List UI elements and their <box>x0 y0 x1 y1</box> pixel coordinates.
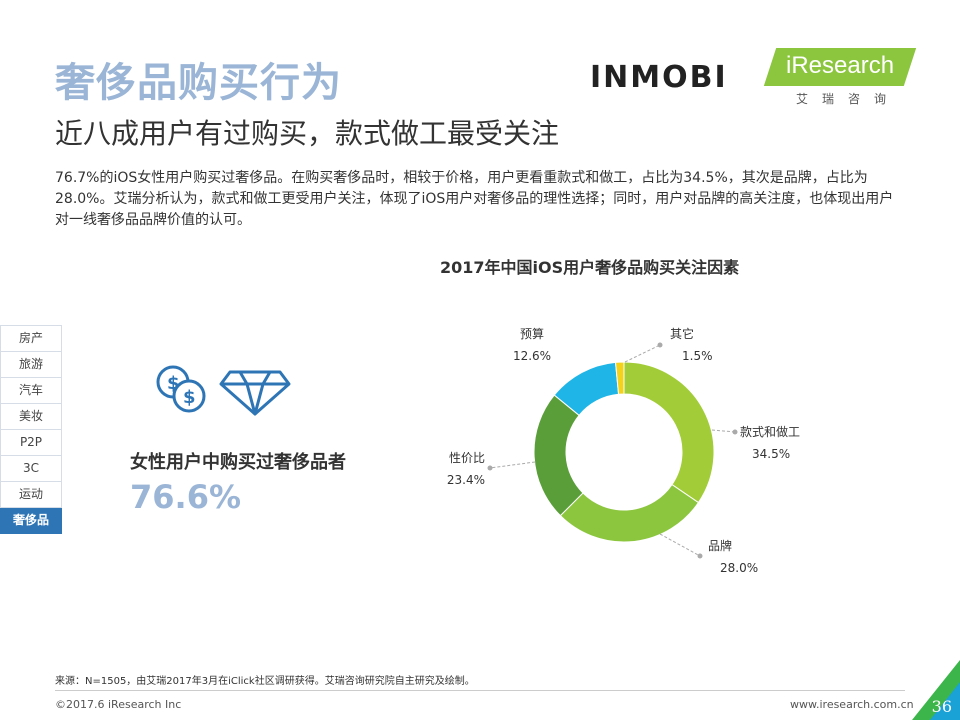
slice-leader-line <box>624 344 661 363</box>
iresearch-logo: iResearch 艾瑞咨询 <box>763 48 917 108</box>
stat-value: 76.6% <box>130 478 242 516</box>
sidebar-item-beauty[interactable]: 美妆 <box>0 404 62 430</box>
sidebar-item-travel[interactable]: 旅游 <box>0 352 62 378</box>
sidebar-item-sports[interactable]: 运动 <box>0 482 62 508</box>
sidebar-item-3c[interactable]: 3C <box>0 456 62 482</box>
slice-value-label: 1.5% <box>682 349 713 363</box>
slice-label: 款式和做工 <box>740 424 800 439</box>
sidebar-item-p2p[interactable]: P2P <box>0 430 62 456</box>
slice-label: 品牌 <box>708 539 732 553</box>
summary-paragraph: 76.7%的iOS女性用户购买过奢侈品。在购买奢侈品时，相较于价格，用户更看重款… <box>55 170 894 228</box>
page-number: 36 <box>931 697 952 716</box>
slice-label: 预算 <box>520 326 544 341</box>
copyright: ©2017.6 iResearch Inc <box>55 698 182 711</box>
page-title: 奢侈品购买行为 <box>55 60 342 106</box>
slice-leader-line <box>489 461 536 469</box>
inmobi-logo: INMOBI <box>590 60 728 95</box>
slice-label: 其它 <box>670 326 694 341</box>
sidebar-item-luxury[interactable]: 奢侈品 <box>0 508 62 534</box>
donut-slice <box>623 361 715 504</box>
slice-value-label: 34.5% <box>752 447 790 461</box>
footer-divider <box>55 690 905 691</box>
chart-title: 2017年中国iOS用户奢侈品购买关注因素 <box>440 258 740 277</box>
stat-label: 女性用户中购买过奢侈品者 <box>130 452 346 473</box>
slice-leader-dot <box>732 429 738 435</box>
svg-text:$: $ <box>183 387 196 408</box>
footer-url[interactable]: www.iresearch.com.cn <box>790 698 914 711</box>
slice-leader-dot <box>487 465 493 471</box>
slice-label: 性价比 <box>449 451 485 465</box>
sidebar-item-realestate[interactable]: 房产 <box>0 325 62 352</box>
iresearch-logo-cn: 艾瑞咨询 <box>796 92 901 106</box>
svg-text:$: $ <box>167 373 180 394</box>
page-corner-decoration-inner <box>930 682 960 720</box>
diamond-icon <box>219 370 291 416</box>
page-subtitle: 近八成用户有过购买，款式做工最受关注 <box>55 117 560 150</box>
slice-leader-dot <box>657 342 663 348</box>
source-note: 来源：N=1505，由艾瑞2017年3月在iClick社区调研获得。艾瑞咨询研究… <box>55 676 475 687</box>
donut-slice <box>533 394 584 517</box>
slice-value-label: 28.0% <box>720 561 758 575</box>
iresearch-logo-text: iResearch <box>786 52 895 79</box>
slice-leader-line <box>711 429 736 433</box>
donut-slice <box>614 361 625 395</box>
coins-icon: $ $ <box>156 365 206 413</box>
slice-leader-dot <box>697 553 703 559</box>
slice-leader-line <box>659 533 701 557</box>
slice-value-label: 12.6% <box>513 349 551 363</box>
slice-value-label: 23.4% <box>447 473 485 487</box>
sidebar-item-auto[interactable]: 汽车 <box>0 378 62 404</box>
category-sidebar: 房产 旅游 汽车 美妆 P2P 3C 运动 奢侈品 <box>0 325 62 534</box>
stat-icons: $ $ <box>155 360 295 424</box>
